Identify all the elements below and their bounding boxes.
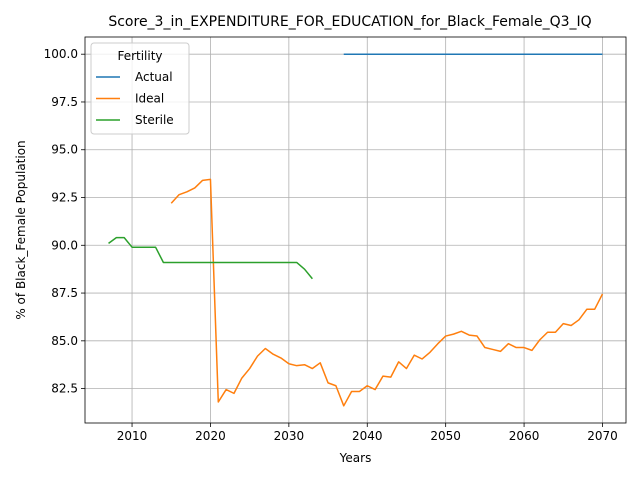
x-axis: 2010 2020 2030 2040 2050 2060 2070 bbox=[117, 423, 618, 443]
y-tick-label: 95.0 bbox=[51, 143, 78, 157]
plot-frame bbox=[84, 36, 627, 424]
y-tick-label: 100.0 bbox=[44, 47, 78, 61]
x-tick-label: 2030 bbox=[274, 429, 305, 443]
x-tick-label: 2010 bbox=[117, 429, 148, 443]
legend-label-ideal: Ideal bbox=[135, 92, 164, 106]
chart-title: Score_3_in_EXPENDITURE_FOR_EDUCATION_for… bbox=[108, 14, 591, 30]
x-axis-label: Years bbox=[339, 451, 372, 465]
series-lines bbox=[108, 53, 604, 407]
y-axis: 82.5 85.0 87.5 90.0 92.5 95.0 97.5 100.0 bbox=[44, 47, 85, 396]
series-line-sterile bbox=[108, 236, 313, 280]
y-tick-label: 92.5 bbox=[51, 191, 78, 205]
legend: Fertility Actual Ideal Sterile bbox=[90, 42, 190, 135]
y-tick-label: 97.5 bbox=[51, 95, 78, 109]
gridlines bbox=[85, 37, 626, 423]
y-tick-label: 85.0 bbox=[51, 334, 78, 348]
legend-label-sterile: Sterile bbox=[135, 113, 174, 127]
x-tick-label: 2040 bbox=[352, 429, 383, 443]
legend-title: Fertility bbox=[117, 49, 162, 63]
x-tick-label: 2060 bbox=[509, 429, 540, 443]
series-line-ideal bbox=[170, 178, 604, 407]
legend-label-actual: Actual bbox=[135, 70, 173, 84]
y-axis-label: % of Black_Female Population bbox=[14, 140, 28, 319]
legend-box bbox=[90, 42, 190, 135]
y-tick-label: 82.5 bbox=[51, 382, 78, 396]
x-tick-label: 2050 bbox=[430, 429, 461, 443]
y-tick-label: 90.0 bbox=[51, 238, 78, 252]
x-tick-label: 2020 bbox=[195, 429, 226, 443]
y-tick-label: 87.5 bbox=[51, 286, 78, 300]
x-tick-label: 2070 bbox=[587, 429, 618, 443]
